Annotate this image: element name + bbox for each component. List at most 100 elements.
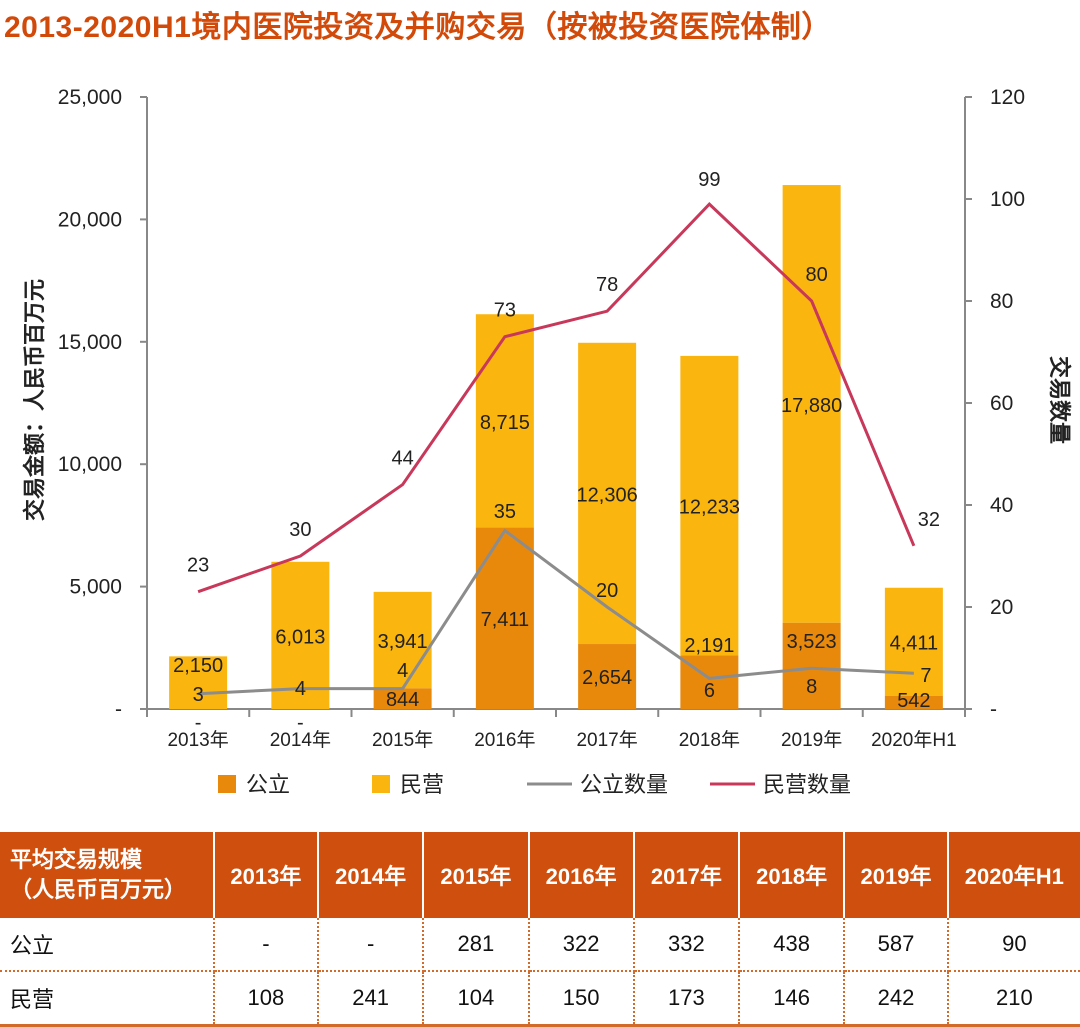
chart: - 5,000 10,000 15,000 20,000 25,000 - 20 40 60 80 1… bbox=[22, 86, 1072, 797]
y2-tick-label: 100 bbox=[990, 188, 1025, 211]
table-header-year: 2016年 bbox=[528, 832, 635, 918]
table-cell: - bbox=[213, 918, 320, 972]
table-header-year: 2020年H1 bbox=[947, 832, 1080, 918]
bar-label-private: 6,013 bbox=[275, 626, 325, 648]
table-header-year: 2014年 bbox=[318, 832, 425, 918]
line-public-count bbox=[198, 528, 914, 696]
bar-private bbox=[373, 591, 432, 689]
table-cell: - bbox=[318, 918, 425, 972]
line-private-count bbox=[197, 201, 916, 594]
table-header-label: 平均交易规模 （人民币百万元） bbox=[0, 832, 215, 918]
bar-label-public: 2,191 bbox=[684, 635, 734, 657]
y-tick-label: - bbox=[115, 698, 122, 721]
bar-public bbox=[884, 695, 943, 709]
bar-private bbox=[271, 561, 330, 709]
y2-tick-label: 120 bbox=[990, 86, 1025, 109]
bar-label-private: 12,306 bbox=[577, 484, 638, 506]
x-tick-label: 2019年 bbox=[781, 729, 842, 751]
data-label-public-count: 4 bbox=[295, 678, 306, 700]
table-cell: 241 bbox=[318, 971, 425, 1027]
table-header-year: 2019年 bbox=[844, 832, 949, 918]
bar-label-public: - bbox=[195, 712, 202, 734]
chart-title: 2013-2020H1境内医院投资及并购交易（按被投资医院体制） bbox=[4, 11, 832, 44]
bar-label-private: 2,150 bbox=[173, 655, 223, 677]
table-cell: 281 bbox=[423, 918, 530, 972]
table-cell: 242 bbox=[844, 971, 949, 1027]
data-label-public-count: 6 bbox=[704, 680, 715, 702]
row-label: 民营 bbox=[0, 971, 215, 1027]
header-line-1: 平均交易规模 bbox=[10, 847, 143, 872]
data-label-private-count: 73 bbox=[494, 300, 516, 322]
x-tick-label: 2017年 bbox=[576, 729, 637, 751]
data-label-public-count: 7 bbox=[920, 665, 931, 687]
y-tick-label: 5,000 bbox=[69, 576, 122, 599]
x-tick-label: 2020年H1 bbox=[871, 729, 957, 751]
data-label-private-count: 30 bbox=[289, 519, 311, 541]
table-cell: 332 bbox=[633, 918, 741, 972]
legend-swatch bbox=[218, 775, 236, 793]
x-tick-label: 2016年 bbox=[474, 729, 535, 751]
bar-label-public: 2,654 bbox=[582, 667, 632, 689]
bar-label-private: 17,880 bbox=[781, 395, 842, 417]
data-label-public-count: 35 bbox=[494, 501, 516, 523]
bar-label-public: - bbox=[297, 712, 304, 734]
table-cell: 173 bbox=[633, 971, 741, 1027]
header-line-2: （人民币百万元） bbox=[10, 877, 187, 902]
data-label-public-count: 20 bbox=[596, 580, 618, 602]
y2-tick-label: 60 bbox=[990, 392, 1013, 415]
table-header-year: 2015年 bbox=[423, 832, 530, 918]
data-label-public-count: 8 bbox=[806, 676, 817, 698]
y-tick-label: 25,000 bbox=[58, 86, 122, 109]
bar-label-private: 4,411 bbox=[890, 633, 939, 655]
y2-tick-label: - bbox=[990, 698, 997, 721]
average-deal-size-table: 平均交易规模 （人民币百万元） 2013年 2014年 2015年 2016年 2017年… bbox=[0, 832, 1080, 1027]
table-row: 民营 108 241 104 150 173 146 242 210 bbox=[0, 971, 1080, 1027]
data-label-public-count: 3 bbox=[193, 684, 204, 706]
bar-public bbox=[782, 622, 841, 709]
bar-label-public: 844 bbox=[386, 689, 419, 711]
bar-private bbox=[884, 587, 943, 696]
legend-label: 民营 bbox=[400, 772, 444, 797]
x-tick-label: 2014年 bbox=[270, 729, 331, 751]
table-cell: 210 bbox=[947, 971, 1080, 1027]
x-tick-label: 2015年 bbox=[372, 729, 433, 751]
table-header-row: 平均交易规模 （人民币百万元） 2013年 2014年 2015年 2016年 2017年… bbox=[0, 832, 1080, 918]
bar-label-private: 12,233 bbox=[679, 497, 740, 519]
table-cell: 150 bbox=[528, 971, 635, 1027]
y-tick-label: 20,000 bbox=[58, 208, 122, 231]
table-cell: 104 bbox=[423, 971, 530, 1027]
data-label-private-count: 44 bbox=[392, 448, 414, 470]
table-cell: 90 bbox=[947, 918, 1080, 972]
bar-public bbox=[578, 644, 637, 709]
data-label-public-count: 4 bbox=[397, 660, 408, 682]
y2-tick-label: 80 bbox=[990, 290, 1013, 313]
table-header-year: 2017年 bbox=[633, 832, 741, 918]
table-header-year: 2013年 bbox=[213, 832, 320, 918]
table-row: 公立 - -281 322 332 438 587 90 bbox=[0, 918, 1080, 972]
y2-tick-label: 40 bbox=[990, 494, 1013, 517]
bar-label-private: 3,941 bbox=[378, 631, 428, 653]
bar-label-public: 542 bbox=[897, 690, 930, 712]
table-cell: 146 bbox=[739, 971, 846, 1027]
y2-tick-label: 20 bbox=[990, 596, 1013, 619]
data-label-private-count: 23 bbox=[187, 555, 209, 577]
legend-label: 公立数量 bbox=[580, 772, 668, 797]
bar-label-public: 3,523 bbox=[787, 631, 837, 653]
data-label-private-count: 80 bbox=[806, 264, 828, 286]
y-tick-label: 10,000 bbox=[58, 453, 122, 476]
bar-private bbox=[475, 314, 534, 528]
legend-swatch bbox=[372, 775, 390, 793]
legend-label: 民营数量 bbox=[763, 772, 851, 797]
bar-label-public: 7,411 bbox=[481, 609, 530, 631]
table-cell: 108 bbox=[213, 971, 320, 1027]
data-label-private-count: 99 bbox=[698, 169, 720, 191]
data-label-private-count: 32 bbox=[918, 509, 940, 531]
y2-axis-label: 交易数量 bbox=[1047, 356, 1072, 444]
table-cell: 587 bbox=[844, 918, 949, 972]
y-axis-label: 交易金额：人民币百万元 bbox=[22, 279, 47, 521]
table-cell: 438 bbox=[739, 918, 846, 972]
x-tick-label: 2018年 bbox=[679, 729, 740, 751]
data-label-private-count: 78 bbox=[596, 274, 618, 296]
legend-label: 公立 bbox=[246, 772, 290, 797]
row-label: 公立 bbox=[0, 918, 215, 972]
